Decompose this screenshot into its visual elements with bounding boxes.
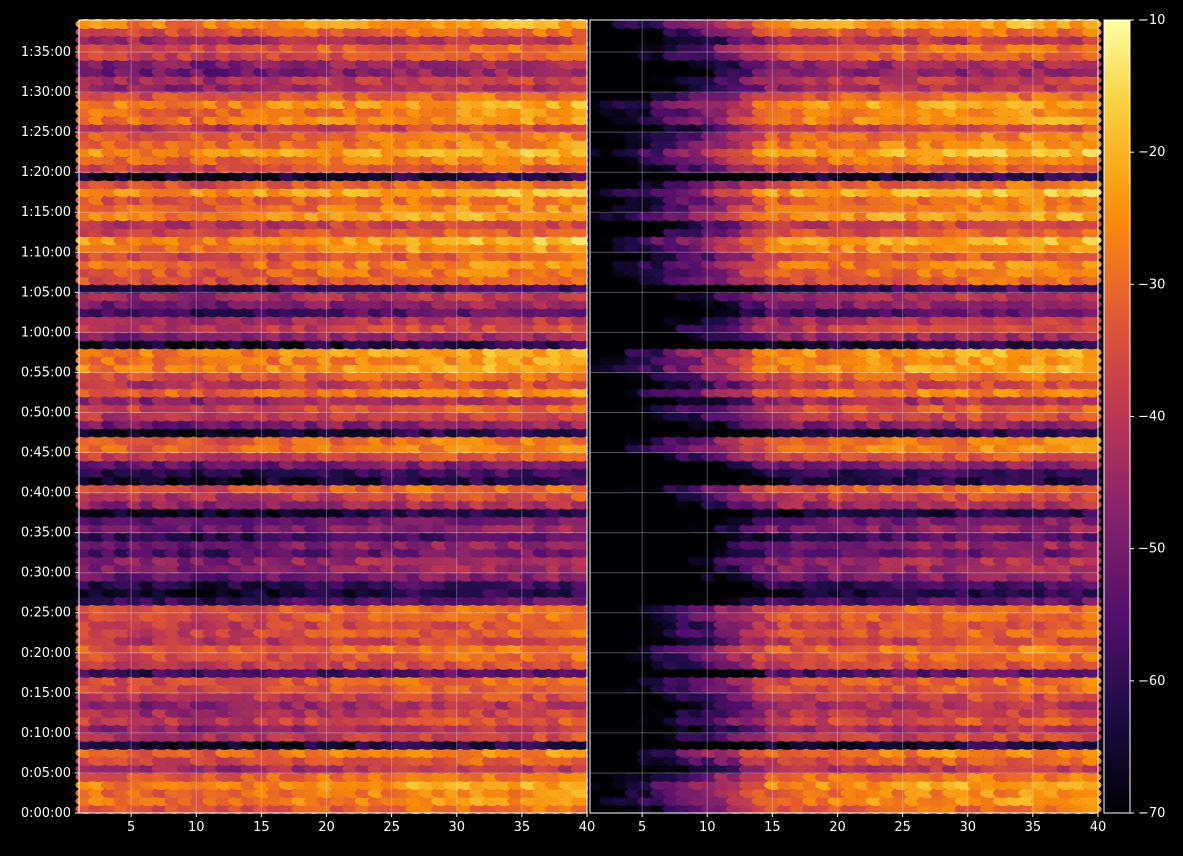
heatmap-cell [570,707,591,718]
heatmap-cell [570,747,591,758]
heatmap-cell [570,699,591,710]
heatmap-cell [570,788,591,798]
heatmap-cell [570,715,591,726]
heatmap-cell [570,723,591,734]
heatmap-cell [570,755,591,766]
heatmap-cell [570,675,591,686]
heatmap-cell [570,683,591,694]
heatmap-panel-left [75,19,591,814]
heatmap-panel-right [586,19,1102,814]
heatmap-cell [570,691,591,702]
heatmap-cell [570,804,591,814]
heatmap-cell [570,739,591,750]
heatmap-cell [570,796,591,806]
heatmap-cell [570,731,591,742]
heatmap-cell [570,772,591,782]
heatmap-cell [570,763,591,774]
heatmap-cell [570,780,591,790]
